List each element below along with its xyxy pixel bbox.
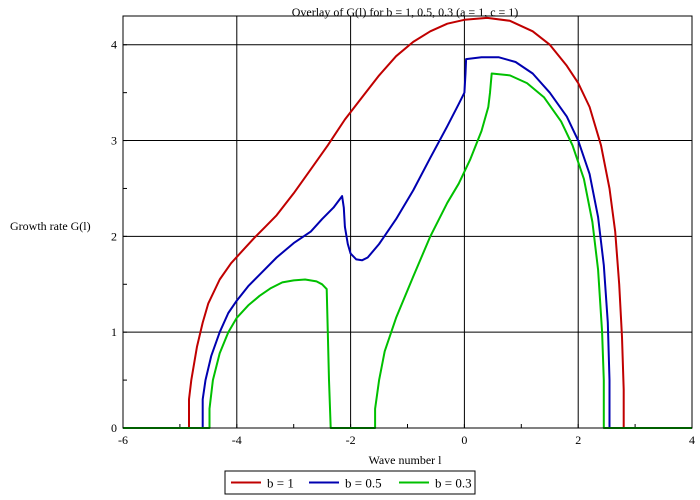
series-line-3 [123,72,692,429]
y-tick-label: 4 [111,38,117,52]
legend-label-2: b = 0.5 [345,476,382,491]
plot-frame [122,15,693,429]
legend-label-3: b = 0.3 [435,476,472,491]
x-axis-label: Wave number l [368,453,442,467]
x-tick-label: 4 [689,433,695,447]
y-tick-label: 0 [111,421,117,435]
tick-labels: -6 -4 -2 0 2 4 0 1 2 3 4 [111,38,695,447]
x-tick-label: -4 [232,433,242,447]
series-line-1 [123,16,692,429]
legend-label-1: b = 1 [267,476,294,491]
x-tick-label: 2 [575,433,581,447]
y-tick-label: 3 [111,134,117,148]
x-tick-label: -6 [118,433,128,447]
series-group [123,16,692,429]
x-tick-label: 0 [461,433,467,447]
legend: b = 1 b = 0.5 b = 0.3 [224,470,476,495]
chart-title: Overlay of G(l) for b = 1, 0.5, 0.3 (a =… [292,5,519,19]
x-tick-label: -2 [346,433,356,447]
y-axis-label: Growth rate G(l) [10,219,91,233]
series-line-2 [123,56,692,429]
y-tick-label: 2 [111,229,117,243]
y-tick-label: 1 [111,325,117,339]
legend-box [224,470,476,495]
